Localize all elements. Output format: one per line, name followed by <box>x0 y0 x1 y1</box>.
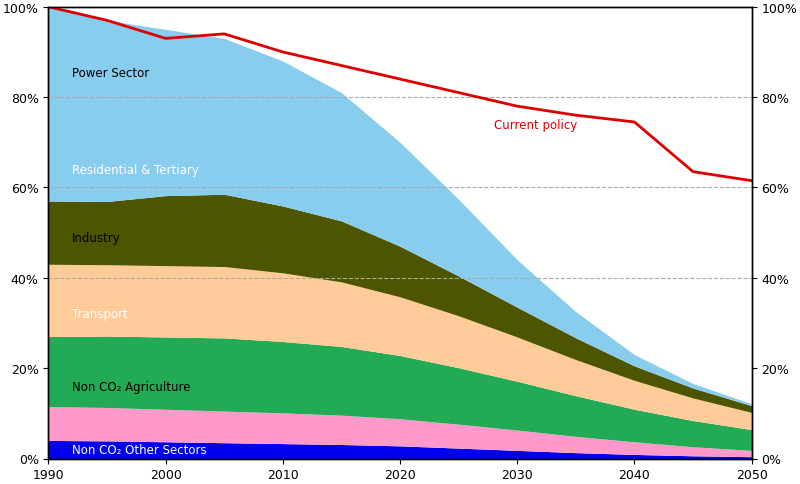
Text: Current policy: Current policy <box>494 119 577 132</box>
Text: Power Sector: Power Sector <box>72 67 149 79</box>
Text: Non CO₂ Agriculture: Non CO₂ Agriculture <box>72 380 190 393</box>
Text: Transport: Transport <box>72 308 127 321</box>
Text: Industry: Industry <box>72 231 121 244</box>
Text: Non CO₂ Other Sectors: Non CO₂ Other Sectors <box>72 443 206 456</box>
Text: Residential & Tertiary: Residential & Tertiary <box>72 164 198 177</box>
